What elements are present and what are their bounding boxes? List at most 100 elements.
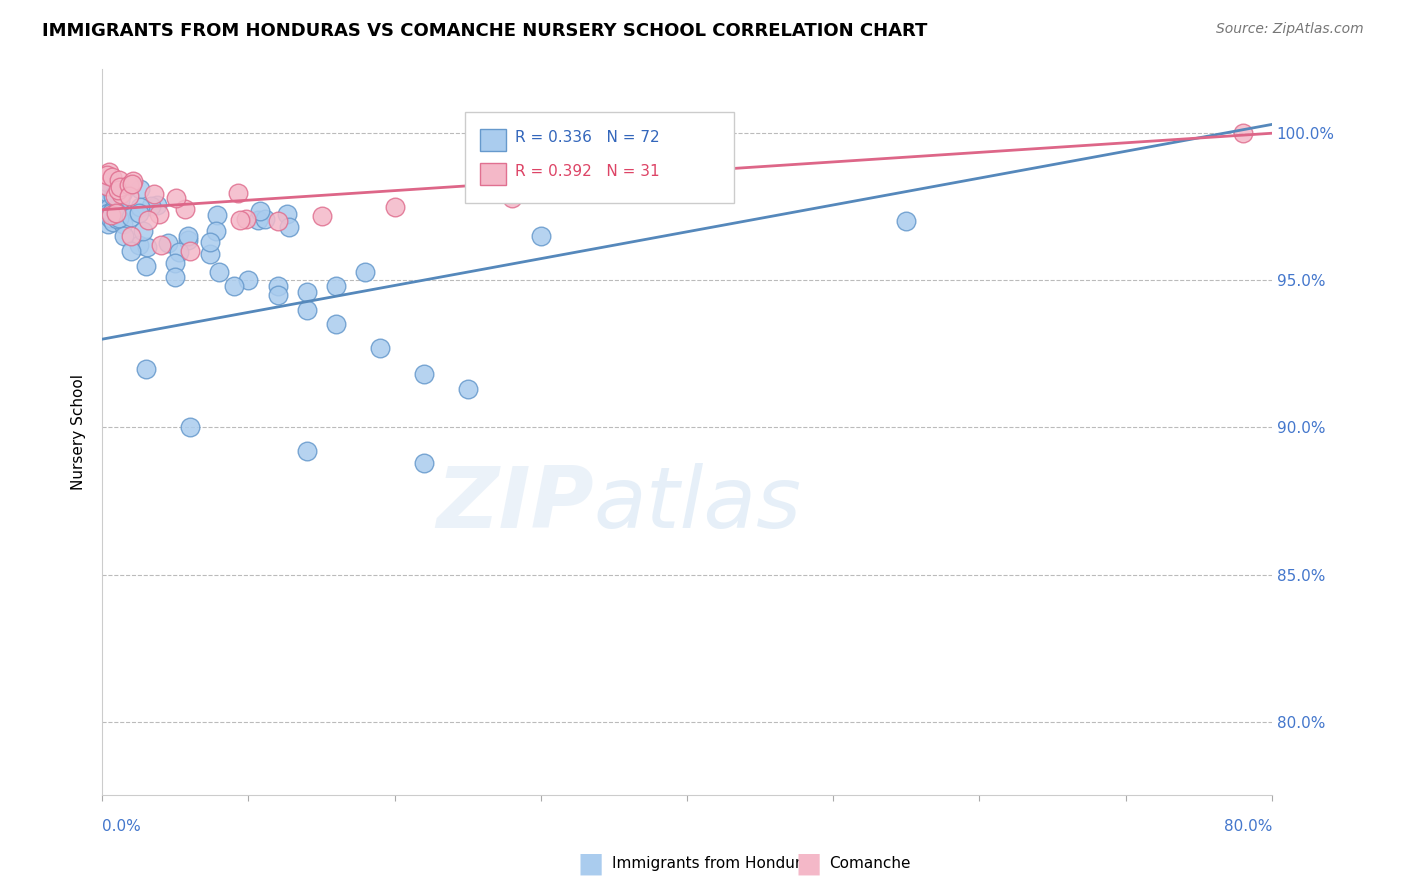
- Point: [384, 200, 406, 214]
- Point: [97, 180, 120, 194]
- Point: [143, 187, 166, 202]
- FancyBboxPatch shape: [465, 112, 734, 203]
- Point: [108, 180, 131, 194]
- Point: [105, 212, 128, 227]
- Point: [120, 229, 142, 244]
- Point: [295, 444, 318, 458]
- Text: ZIP: ZIP: [436, 463, 593, 546]
- Point: [120, 244, 142, 258]
- Point: [100, 206, 122, 220]
- Bar: [479, 163, 506, 185]
- Point: [141, 199, 163, 213]
- Point: [97, 217, 120, 231]
- Point: [325, 279, 347, 293]
- Text: ■: ■: [796, 849, 821, 878]
- Point: [98, 202, 121, 216]
- Point: [132, 224, 155, 238]
- Text: 80.0%: 80.0%: [1223, 819, 1272, 834]
- Point: [253, 212, 276, 227]
- Point: [100, 208, 122, 222]
- Text: 0.0%: 0.0%: [103, 819, 141, 834]
- Point: [205, 224, 228, 238]
- Point: [247, 213, 270, 227]
- Point: [311, 209, 333, 223]
- Point: [177, 234, 200, 248]
- Point: [208, 264, 231, 278]
- Text: Immigrants from Honduras: Immigrants from Honduras: [612, 856, 818, 871]
- Point: [266, 279, 288, 293]
- Point: [647, 176, 669, 190]
- Point: [118, 178, 141, 192]
- Point: [368, 341, 391, 355]
- Point: [179, 420, 201, 434]
- Point: [110, 186, 132, 201]
- Point: [104, 189, 127, 203]
- Point: [96, 175, 118, 189]
- Point: [412, 456, 434, 470]
- Point: [146, 198, 169, 212]
- Point: [179, 244, 201, 258]
- Point: [278, 219, 301, 234]
- Point: [157, 236, 180, 251]
- Point: [128, 205, 150, 219]
- Point: [97, 206, 120, 220]
- Point: [165, 255, 187, 269]
- Point: [101, 188, 124, 202]
- Point: [105, 205, 128, 219]
- Point: [118, 189, 141, 203]
- Point: [136, 213, 159, 227]
- Point: [266, 288, 288, 302]
- Point: [198, 235, 221, 249]
- Point: [98, 164, 121, 178]
- Point: [98, 211, 121, 226]
- Point: [97, 195, 120, 210]
- Point: [149, 238, 172, 252]
- Point: [96, 178, 118, 193]
- Point: [222, 279, 245, 293]
- Point: [135, 259, 157, 273]
- Point: [412, 368, 434, 382]
- Point: [238, 273, 260, 287]
- Point: [112, 204, 135, 219]
- Point: [354, 264, 377, 278]
- Point: [101, 215, 124, 229]
- Point: [295, 285, 318, 299]
- Point: [107, 183, 129, 197]
- Point: [107, 181, 129, 195]
- Point: [108, 211, 131, 226]
- Point: [128, 182, 150, 196]
- Point: [135, 361, 157, 376]
- Point: [108, 173, 131, 187]
- Point: [173, 202, 195, 217]
- Point: [121, 177, 143, 191]
- Point: [105, 211, 128, 225]
- Point: [96, 168, 118, 182]
- Text: R = 0.336   N = 72: R = 0.336 N = 72: [515, 130, 659, 145]
- Point: [107, 198, 129, 212]
- Point: [167, 244, 190, 259]
- Point: [100, 169, 122, 184]
- Point: [120, 210, 142, 224]
- Point: [121, 174, 143, 188]
- Point: [148, 206, 170, 220]
- Text: Source: ZipAtlas.com: Source: ZipAtlas.com: [1216, 22, 1364, 37]
- Point: [165, 191, 187, 205]
- Y-axis label: Nursery School: Nursery School: [72, 374, 86, 490]
- Point: [200, 247, 222, 261]
- Point: [97, 186, 120, 201]
- Point: [112, 228, 135, 243]
- Point: [266, 214, 288, 228]
- Point: [249, 203, 271, 218]
- Point: [111, 217, 134, 231]
- Point: [295, 302, 318, 317]
- Point: [136, 240, 159, 254]
- Point: [177, 228, 200, 243]
- Point: [128, 238, 150, 252]
- Point: [276, 207, 298, 221]
- Point: [110, 193, 132, 207]
- Point: [104, 206, 127, 220]
- Point: [101, 203, 124, 218]
- Point: [325, 318, 347, 332]
- Point: [229, 213, 252, 227]
- Point: [128, 200, 150, 214]
